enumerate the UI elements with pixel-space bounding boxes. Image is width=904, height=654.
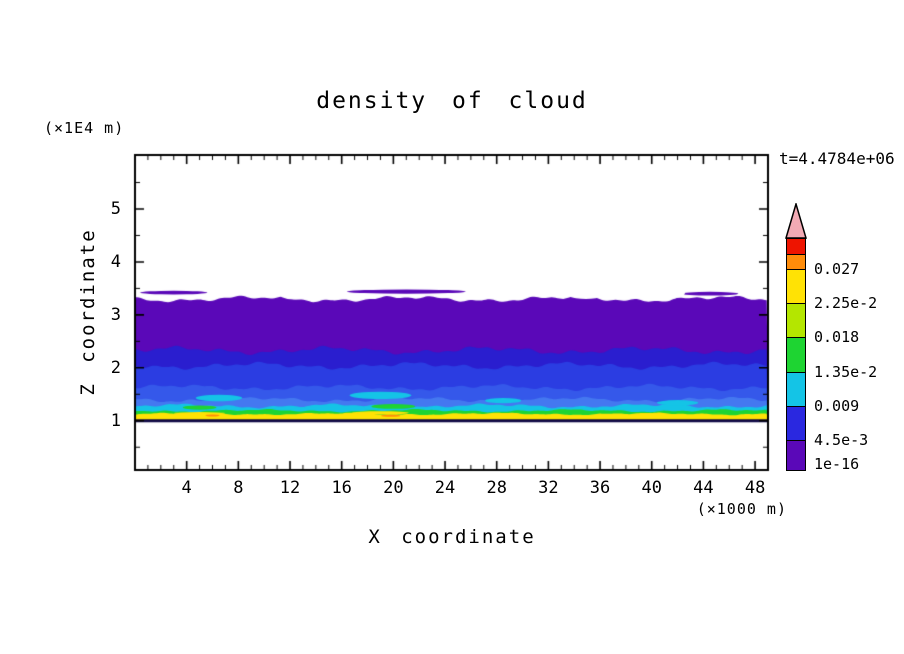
y-tick-label: 1 bbox=[110, 410, 121, 431]
colorbar-cell bbox=[787, 303, 805, 337]
colorbar-boundary-label: 2.25e-2 bbox=[814, 294, 878, 312]
x-tick-label: 44 bbox=[693, 478, 714, 498]
x-tick-label: 16 bbox=[331, 478, 352, 498]
colorbar-boundary-label: 1e-16 bbox=[814, 455, 860, 473]
x-tick-label: 28 bbox=[486, 478, 507, 498]
colorbar-cell bbox=[787, 337, 805, 372]
colorbar-boundary-label: 4.5e-3 bbox=[814, 431, 869, 449]
x-tick-label: 40 bbox=[641, 478, 662, 498]
y-tick-label: 4 bbox=[110, 251, 121, 272]
x-tick-label: 20 bbox=[383, 478, 404, 498]
x-tick-label: 36 bbox=[589, 478, 611, 498]
colorbar-boundary-label: 1.35e-2 bbox=[814, 363, 878, 381]
y-axis-label: Z coordinate bbox=[77, 228, 99, 396]
time-annotation: t=4.4784e+06 bbox=[779, 149, 895, 168]
colorbar-boundary-label: 0.018 bbox=[814, 328, 860, 346]
y-tick-label: 5 bbox=[110, 199, 121, 219]
y-axis-units-label: (×1E4 m) bbox=[44, 119, 125, 137]
colorbar-cell bbox=[787, 254, 805, 269]
x-axis-units-label: (×1000 m) bbox=[696, 500, 787, 518]
x-tick-label: 12 bbox=[279, 478, 301, 498]
colorbar-cell bbox=[787, 239, 805, 254]
y-tick-label: 2 bbox=[110, 357, 121, 378]
x-axis-label: X coordinate bbox=[368, 526, 536, 548]
chart-title: density of cloud bbox=[316, 88, 588, 114]
colorbar-cell bbox=[787, 269, 805, 303]
colorbar-cell bbox=[787, 406, 805, 440]
y-tick-label: 3 bbox=[110, 304, 121, 325]
colorbar-arrow-icon bbox=[785, 203, 807, 239]
x-tick-label: 48 bbox=[744, 478, 766, 498]
x-tick-label: 32 bbox=[538, 478, 559, 498]
colorbar-boundary-label: 0.009 bbox=[814, 397, 860, 415]
x-tick-label: 24 bbox=[434, 478, 456, 498]
colorbar-boundary-label: 0.027 bbox=[814, 260, 860, 278]
colorbar bbox=[786, 238, 806, 471]
colorbar-cell bbox=[787, 440, 805, 470]
x-tick-label: 8 bbox=[233, 478, 244, 498]
colorbar-cell bbox=[787, 372, 805, 406]
x-tick-label: 4 bbox=[181, 478, 192, 498]
